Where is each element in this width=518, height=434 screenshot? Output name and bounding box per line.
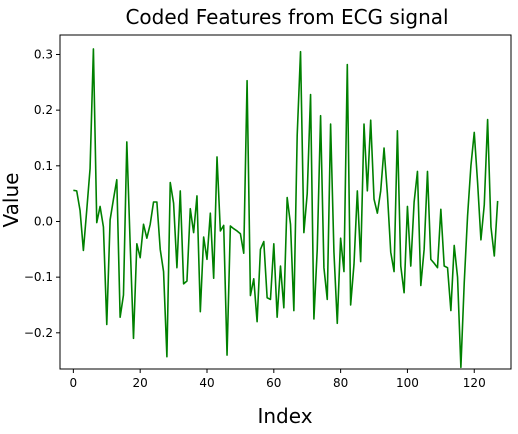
y-tick-label: 0.0 xyxy=(34,214,53,228)
x-tick-label: 120 xyxy=(463,376,486,390)
series-line xyxy=(73,48,499,369)
y-tick-label: 0.2 xyxy=(34,103,53,117)
y-tick-label: −0.1 xyxy=(24,270,53,284)
y-tick-label: 0.1 xyxy=(34,159,53,173)
x-tick-label: 0 xyxy=(70,376,78,390)
x-tick-label: 60 xyxy=(266,376,281,390)
plot-area-frame xyxy=(59,34,512,370)
x-tick-label: 20 xyxy=(133,376,148,390)
chart-title: Coded Features from ECG signal xyxy=(125,5,448,29)
y-tick-label: −0.2 xyxy=(24,326,53,340)
y-tick-label: 0.3 xyxy=(34,47,53,61)
x-tick-label: 100 xyxy=(396,376,419,390)
x-tick-label: 80 xyxy=(333,376,348,390)
x-axis-label: Index xyxy=(257,404,312,428)
axis-ticks: 0 20 40 60 80 100 120 −0.2 −0.1 0.0 0.1 0.2 0.3 xyxy=(24,47,486,390)
x-tick-label: 40 xyxy=(199,376,214,390)
y-axis-label: Value xyxy=(0,173,23,228)
